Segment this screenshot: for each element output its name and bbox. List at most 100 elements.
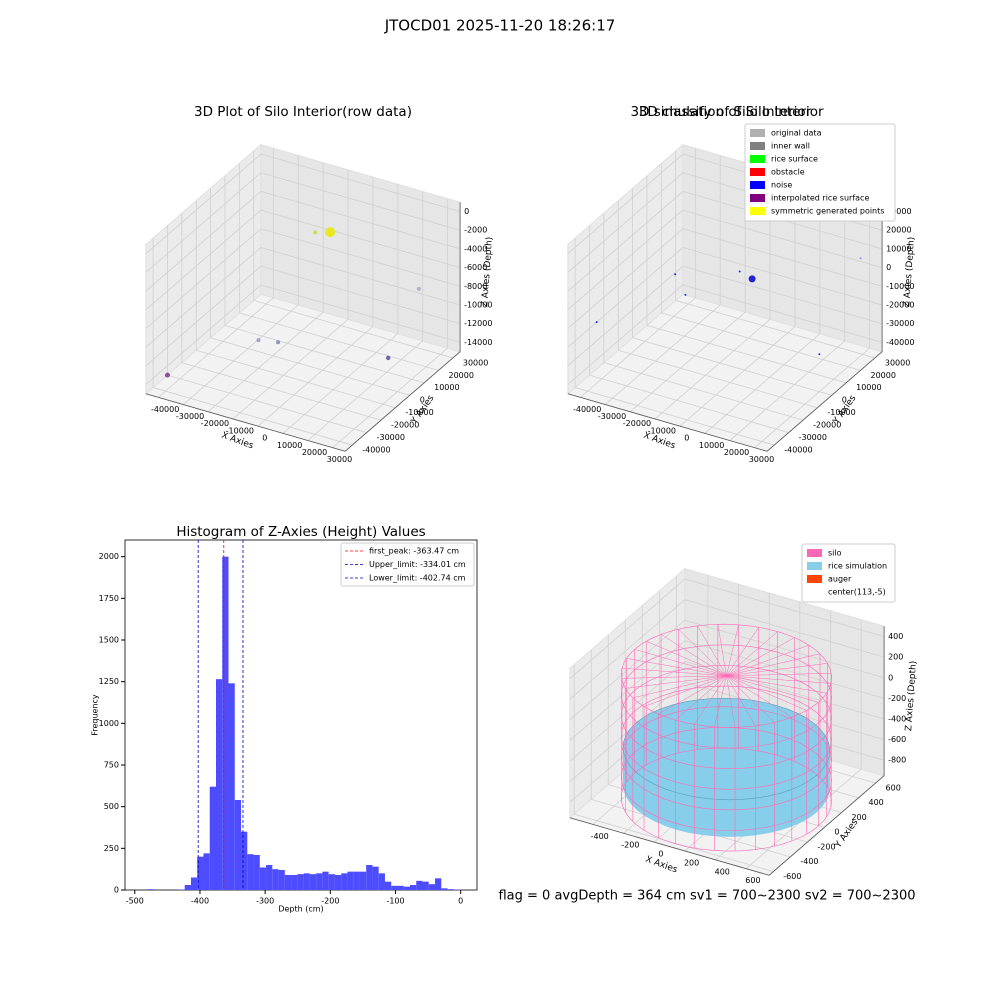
y-tick-label: 1250	[99, 677, 119, 686]
legend-label: silo	[828, 549, 842, 558]
x-tick-label: -30000	[598, 412, 626, 421]
grid-line	[260, 247, 461, 306]
y-tick-label: 20000	[870, 371, 895, 380]
y-tick-label: 0	[842, 396, 847, 405]
histogram-bar	[184, 885, 191, 890]
z-axis-label: Z Axies (Depth)	[904, 660, 919, 731]
histogram-bar	[347, 871, 354, 890]
grid-line	[567, 172, 684, 273]
silo-roof	[634, 649, 727, 677]
grid-line	[196, 349, 396, 409]
x-tick-label: 10000	[277, 441, 302, 450]
y-tick-label: -30000	[799, 433, 827, 442]
axis-line	[768, 775, 885, 876]
silo-roof	[726, 644, 809, 677]
legend-box	[744, 123, 896, 222]
grid-line	[210, 337, 410, 396]
y-tick-label: 10000	[434, 383, 459, 392]
y-tick-label: -20000	[391, 421, 419, 430]
rice-surface	[622, 697, 831, 801]
legend-swatch	[750, 168, 765, 176]
z-tick-label: -8000	[464, 282, 487, 291]
grid-line	[569, 599, 686, 700]
grid-line	[661, 312, 861, 371]
silo-roof	[626, 658, 727, 677]
grid-line	[260, 209, 461, 268]
grid-line	[729, 340, 846, 441]
z-tick-label: -200	[888, 694, 906, 703]
x-tick-label: 0	[658, 850, 663, 859]
z-tick-label: -14000	[464, 338, 492, 347]
z-tick-label: -10000	[886, 282, 914, 291]
legend-label: Upper_limit: -334.01 cm	[369, 560, 466, 569]
silo-roof	[726, 673, 832, 677]
x-tick-label: -20000	[201, 419, 229, 428]
grid-line	[654, 319, 771, 420]
histogram-bar	[222, 556, 229, 890]
legend-box	[801, 543, 896, 603]
grid-line	[145, 153, 262, 254]
grid-line	[158, 297, 274, 398]
histogram-bar	[378, 873, 385, 890]
y-tick-label: 30000	[885, 358, 910, 367]
figure-title: JTOCD01 2025-11-20 18:26:17	[384, 17, 616, 35]
z-tick-label: 0	[464, 207, 469, 216]
z-tick-label: 200	[888, 653, 903, 662]
legend-swatch	[750, 155, 765, 163]
legend-box	[340, 542, 475, 587]
y-axis-label: Frequency	[91, 694, 100, 736]
histogram-bar	[409, 885, 417, 890]
grid-line	[260, 172, 461, 231]
grid-line	[574, 813, 774, 872]
silo-roof	[621, 667, 727, 677]
grid-line	[145, 191, 262, 292]
silo-roof	[714, 675, 727, 727]
legend-label: Lower_limit: -402.74 cm	[369, 574, 466, 583]
z-axis-label: Z Axies (Depth)	[480, 236, 495, 307]
data-point	[595, 321, 598, 324]
grid-line	[145, 265, 262, 367]
grid-line	[567, 228, 684, 329]
histogram-bar	[359, 871, 367, 890]
y-tick-label: -200	[817, 842, 835, 851]
grid-line	[569, 619, 686, 721]
chart-title: 3D Plot of Silo Interior(row data)	[194, 104, 412, 120]
x-axis-label: Depth (cm)	[278, 905, 323, 914]
silo-roof	[660, 634, 727, 677]
z-tick-label: -6000	[464, 263, 487, 272]
grid-line	[207, 311, 324, 413]
grid-line	[604, 304, 721, 405]
x-tick-label: -10000	[648, 426, 676, 435]
y-tick-label: -10000	[405, 408, 433, 417]
histogram-bar	[334, 875, 342, 890]
data-point	[818, 353, 821, 356]
grid-line	[567, 284, 684, 385]
x-tick-label: 30000	[327, 455, 352, 464]
z-tick-label: 10000	[886, 244, 911, 253]
histogram-bar	[284, 875, 292, 890]
histogram-bar	[209, 786, 216, 890]
silo-roof	[726, 627, 759, 676]
grid-line	[260, 228, 461, 287]
grid-line	[618, 349, 818, 409]
grid-line	[260, 284, 461, 343]
histogram-bar	[178, 889, 185, 890]
histogram-bar	[341, 873, 348, 890]
histogram-bar	[215, 679, 223, 890]
legend-label: obstacle	[771, 168, 805, 177]
data-point	[256, 338, 261, 343]
silo-roof	[726, 675, 792, 718]
grid-line	[646, 324, 847, 384]
histogram-bar	[253, 855, 260, 890]
silo-roof	[697, 625, 727, 676]
legend-label: symmetric generated points	[771, 207, 884, 216]
chart-title: 3D classify of Silo Interior	[639, 104, 812, 120]
data-point	[416, 286, 421, 291]
histogram-bar	[291, 875, 298, 890]
z-tick-label: -4000	[464, 244, 487, 253]
grid-line	[167, 374, 367, 434]
silo-roof	[632, 675, 727, 699]
histogram-bar	[316, 873, 323, 890]
y-tick-label: 10000	[856, 383, 881, 392]
